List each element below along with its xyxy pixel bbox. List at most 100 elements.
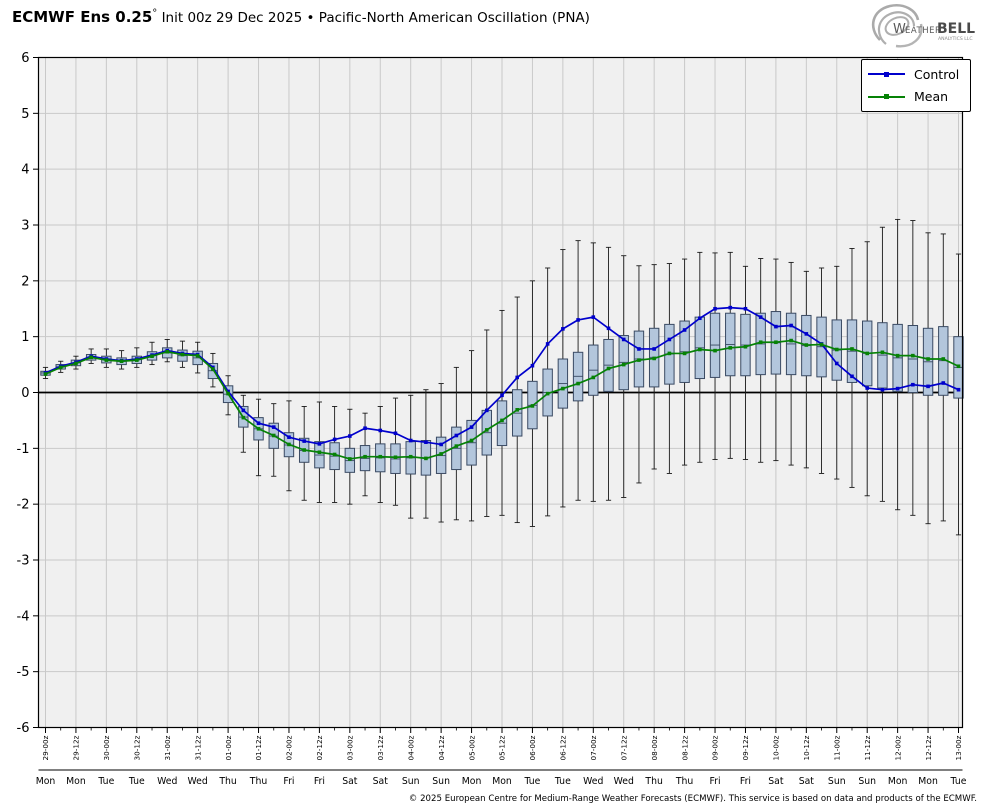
x-tick-labels: 29-00z 29-12z 30-00z 30-12z 31-00z 31-12z 01-0…	[41, 735, 963, 760]
control-marker	[956, 387, 961, 392]
mean-marker	[576, 381, 580, 386]
control-marker	[515, 375, 520, 380]
mean-marker	[530, 404, 535, 408]
x-tick-label: 12-00z	[893, 735, 902, 760]
mean-marker	[180, 352, 185, 357]
x-tick-label: 05-12z	[498, 735, 507, 760]
control-marker	[606, 326, 611, 331]
mean-marker	[58, 365, 63, 370]
day-label: Sat	[768, 776, 784, 787]
mean-marker	[728, 346, 733, 350]
mean-marker	[621, 362, 626, 367]
mean-marker	[424, 456, 428, 461]
mean-marker	[165, 349, 170, 354]
mean-marker	[956, 364, 961, 369]
control-marker	[682, 328, 687, 332]
logo-sub-text: ANALYTICS LLC	[938, 36, 973, 42]
x-tick-label: 05-00z	[467, 735, 476, 760]
day-label: Mon	[492, 776, 512, 787]
day-label: Mon	[888, 776, 908, 787]
mean-marker	[119, 359, 124, 364]
logo-weather-w: W	[893, 22, 906, 37]
day-label: Sat	[373, 776, 389, 787]
mean-marker	[104, 358, 109, 362]
mean-marker	[713, 348, 717, 353]
control-marker	[363, 426, 367, 431]
day-label: Thu	[644, 776, 663, 787]
day-label: Wed	[188, 776, 208, 787]
control-marker	[454, 433, 459, 438]
mean-marker	[758, 340, 763, 345]
x-tick-label: 11-12z	[863, 735, 872, 760]
control-marker	[332, 437, 337, 442]
mean-marker	[591, 375, 596, 380]
mean-marker	[378, 454, 383, 459]
chart-title: ECMWF Ens 0.25° Init 00z 29 Dec 2025 • P…	[12, 7, 590, 26]
y-tick-label: -5	[17, 665, 30, 680]
x-tick-label: 03-00z	[346, 735, 355, 760]
control-marker	[698, 316, 702, 321]
control-marker	[804, 332, 809, 336]
day-label: Sun	[858, 776, 876, 787]
y-tick-label: 4	[21, 163, 29, 178]
mean-marker	[834, 347, 839, 352]
mean-marker	[637, 358, 641, 362]
control-marker	[484, 408, 489, 413]
mean-marker	[43, 372, 48, 376]
x-tick-label: 06-12z	[559, 735, 568, 760]
mean-marker	[271, 433, 276, 438]
x-tick-label: 10-12z	[802, 735, 811, 760]
y-tick-label: 2	[21, 274, 29, 289]
mean-marker	[469, 438, 474, 443]
control-marker	[591, 315, 596, 319]
legend-item-mean: Mean	[868, 87, 964, 107]
copyright-footer: © 2025 European Centre for Medium-Range …	[408, 794, 977, 804]
y-tick-label: 3	[21, 219, 29, 234]
mean-marker	[195, 353, 200, 358]
title-details: Init 00z 29 Dec 2025 • Pacific-North Ame…	[157, 10, 590, 26]
control-marker	[271, 425, 276, 429]
mean-marker	[819, 342, 824, 347]
day-label: Sun	[402, 776, 420, 787]
control-marker	[545, 342, 550, 346]
mean-marker	[439, 452, 443, 456]
control-marker	[895, 386, 900, 391]
x-tick-label: 09-00z	[711, 735, 720, 760]
control-marker	[789, 323, 793, 328]
control-marker	[576, 318, 580, 322]
x-tick-label: 13-00z	[954, 735, 963, 760]
mean-marker	[226, 391, 230, 396]
mean-marker	[484, 428, 489, 432]
day-label: Sun	[432, 776, 450, 787]
x-tick-label: 29-00z	[41, 735, 50, 760]
control-marker	[743, 306, 748, 311]
day-label: Wed	[157, 776, 177, 787]
day-label: Tue	[950, 776, 967, 787]
y-tick-label: -2	[17, 498, 30, 513]
control-marker-icon	[884, 71, 889, 77]
day-label: Mon	[918, 776, 938, 787]
control-marker	[561, 327, 565, 331]
control-marker	[287, 435, 291, 439]
control-marker	[317, 442, 322, 446]
logo-bell-text: BELL	[937, 21, 975, 37]
control-marker	[758, 315, 763, 319]
x-tick-label: 12-12z	[924, 735, 933, 760]
day-label: Wed	[583, 776, 603, 787]
x-tick-label: 01-12z	[254, 735, 263, 760]
day-label: Fri	[283, 776, 294, 787]
x-tick-label: 02-12z	[315, 735, 324, 760]
x-tick-label: 04-12z	[437, 735, 446, 760]
control-marker	[667, 337, 672, 342]
control-marker	[621, 337, 626, 342]
day-label: Thu	[218, 776, 237, 787]
x-tick-label: 07-12z	[619, 735, 628, 760]
control-marker	[713, 306, 717, 311]
control-marker	[834, 361, 839, 366]
day-label: Mon	[462, 776, 482, 787]
x-tick-label: 29-12z	[72, 735, 81, 760]
x-tick-label: 30-00z	[102, 735, 111, 760]
day-label: Mon	[36, 776, 56, 787]
axis-ticks	[33, 57, 959, 733]
